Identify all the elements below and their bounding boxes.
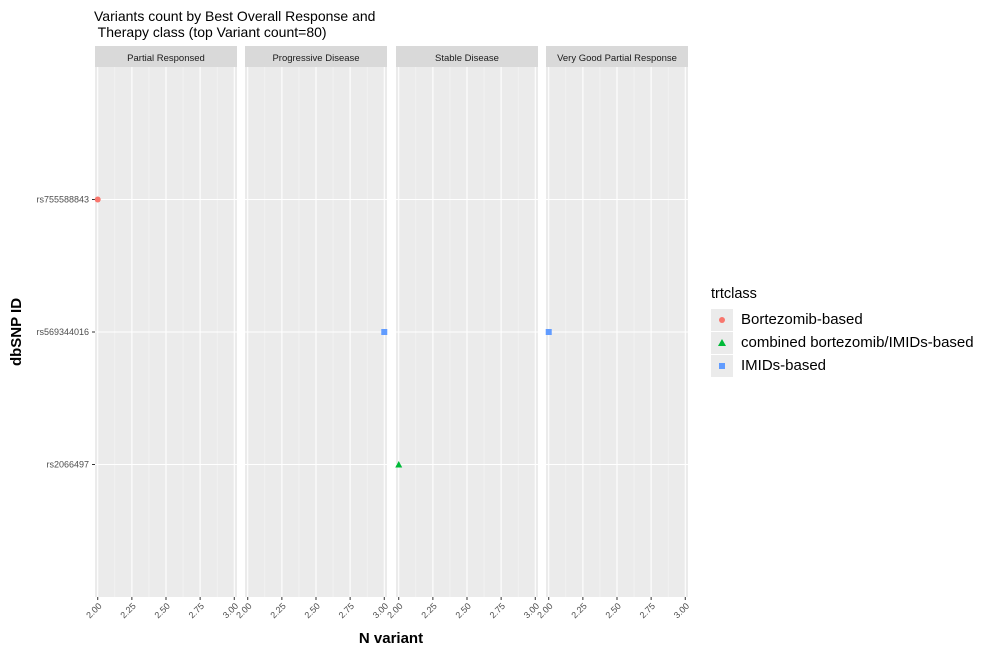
legend-label: combined bortezomib/IMIDs-based bbox=[741, 334, 974, 351]
x-tick-label: 2.25 bbox=[268, 601, 287, 620]
data-point-square bbox=[545, 329, 552, 335]
legend-title: trtclass bbox=[711, 286, 757, 302]
data-point-triangle bbox=[395, 461, 403, 468]
legend-label: IMIDs-based bbox=[741, 357, 827, 374]
legend-key-triangle-icon bbox=[711, 331, 733, 354]
facet-strip-label: Stable Disease bbox=[435, 53, 499, 64]
y-tick-label: rs2066497 bbox=[46, 460, 89, 470]
y-tick-label: rs569344016 bbox=[36, 327, 89, 337]
data-point-circle bbox=[94, 196, 101, 203]
x-axis-title: N variant bbox=[359, 630, 423, 647]
legend-item-bortezomib: Bortezomib-based bbox=[711, 308, 974, 331]
x-tick-label: 2.25 bbox=[419, 601, 438, 620]
x-tick-label: 2.50 bbox=[302, 601, 321, 620]
x-tick-label: 2.75 bbox=[337, 601, 356, 620]
legend: trtclass Bortezomib-based combined borte… bbox=[711, 286, 974, 377]
x-tick-label: 2.75 bbox=[488, 601, 507, 620]
chart-title-line-1: Variants count by Best Overall Response … bbox=[94, 8, 376, 24]
chart-title-line-2: Therapy class (top Variant count=80) bbox=[94, 24, 327, 40]
y-tick-label: rs755588843 bbox=[36, 195, 89, 205]
legend-key-square-icon bbox=[711, 354, 733, 377]
x-tick-label: 2.00 bbox=[385, 601, 404, 620]
x-tick-label: 2.25 bbox=[118, 601, 137, 620]
x-tick-label: 2.75 bbox=[638, 601, 657, 620]
x-tick-label: 2.25 bbox=[569, 601, 588, 620]
circle-marker-icon bbox=[719, 316, 725, 323]
legend-item-imids: IMIDs-based bbox=[711, 354, 974, 377]
facet-strip bbox=[95, 46, 237, 67]
x-tick-label: 2.50 bbox=[453, 601, 472, 620]
x-tick-label: 3.00 bbox=[672, 601, 691, 620]
data-point-square bbox=[381, 329, 388, 335]
legend-key-circle-icon bbox=[711, 308, 733, 331]
x-tick-label: 2.00 bbox=[84, 601, 103, 620]
legend-item-combined: combined bortezomib/IMIDs-based bbox=[711, 331, 974, 354]
facet-strip-label: Very Good Partial Response bbox=[557, 53, 677, 64]
legend-label: Bortezomib-based bbox=[741, 311, 863, 328]
square-marker-icon bbox=[719, 362, 725, 369]
facet-strip-label: Partial Responsed bbox=[127, 53, 205, 64]
x-tick-label: 2.50 bbox=[152, 601, 171, 620]
x-tick-label: 2.50 bbox=[603, 601, 622, 620]
facet-strip-label: Progressive Disease bbox=[272, 53, 359, 64]
triangle-marker-icon bbox=[718, 338, 726, 346]
x-tick-label: 2.00 bbox=[234, 601, 253, 620]
facet-strip bbox=[245, 46, 387, 67]
facet-strip bbox=[396, 46, 538, 67]
x-tick-label: 2.00 bbox=[535, 601, 554, 620]
y-axis-title: dbSNP ID bbox=[8, 298, 25, 366]
x-tick-label: 2.75 bbox=[187, 601, 206, 620]
facet-strip bbox=[546, 46, 688, 67]
